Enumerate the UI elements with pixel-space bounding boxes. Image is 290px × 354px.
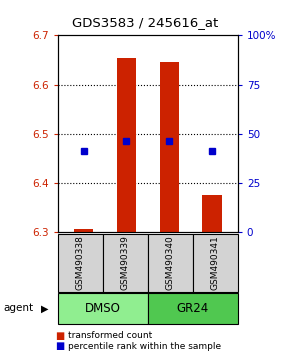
Bar <box>117 57 136 232</box>
Bar <box>103 234 148 292</box>
Text: GSM490338: GSM490338 <box>76 235 85 290</box>
Text: GSM490340: GSM490340 <box>166 235 175 290</box>
Text: GDS3583 / 245616_at: GDS3583 / 245616_at <box>72 16 218 29</box>
Text: percentile rank within the sample: percentile rank within the sample <box>68 342 221 351</box>
Text: transformed count: transformed count <box>68 331 153 340</box>
Text: ▶: ▶ <box>41 303 49 313</box>
Bar <box>148 234 193 292</box>
Text: DMSO: DMSO <box>85 302 121 315</box>
Text: ■: ■ <box>55 341 64 351</box>
Bar <box>160 62 179 232</box>
Text: agent: agent <box>3 303 33 313</box>
Bar <box>202 195 222 232</box>
Text: GSM490341: GSM490341 <box>211 235 220 290</box>
Bar <box>148 293 238 324</box>
Bar <box>193 234 238 292</box>
Bar <box>58 293 148 324</box>
Bar <box>74 229 93 232</box>
Text: ■: ■ <box>55 331 64 341</box>
Bar <box>58 234 103 292</box>
Text: GR24: GR24 <box>177 302 209 315</box>
Text: GSM490339: GSM490339 <box>121 235 130 290</box>
